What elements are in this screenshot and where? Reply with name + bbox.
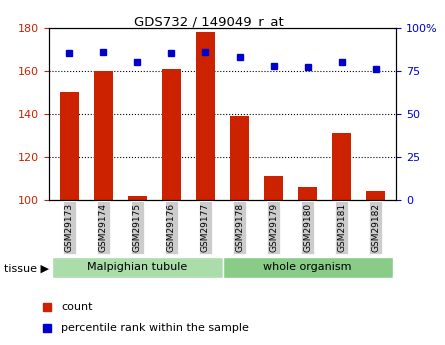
Text: count: count xyxy=(61,302,93,312)
Text: GSM29175: GSM29175 xyxy=(133,203,142,252)
Bar xyxy=(264,176,283,200)
Bar xyxy=(162,69,181,200)
Text: GSM29177: GSM29177 xyxy=(201,203,210,252)
Bar xyxy=(53,257,222,278)
Text: GSM29182: GSM29182 xyxy=(371,203,380,252)
Bar xyxy=(60,92,79,200)
Text: GSM29174: GSM29174 xyxy=(99,203,108,252)
Bar xyxy=(222,257,392,278)
Bar xyxy=(94,71,113,200)
Bar xyxy=(196,32,215,200)
Bar xyxy=(298,187,317,200)
Text: GSM29178: GSM29178 xyxy=(235,203,244,252)
Text: GSM29176: GSM29176 xyxy=(167,203,176,252)
Bar xyxy=(332,133,351,200)
Text: GSM29181: GSM29181 xyxy=(337,203,346,252)
Text: percentile rank within the sample: percentile rank within the sample xyxy=(61,323,249,333)
Bar xyxy=(230,116,249,200)
Text: GSM29180: GSM29180 xyxy=(303,203,312,252)
Text: GDS732 / 149049_r_at: GDS732 / 149049_r_at xyxy=(134,16,284,29)
Bar xyxy=(128,196,147,200)
Text: GSM29179: GSM29179 xyxy=(269,203,278,252)
Bar xyxy=(366,191,385,200)
Text: GSM29173: GSM29173 xyxy=(65,203,74,252)
Text: tissue ▶: tissue ▶ xyxy=(4,264,49,273)
Text: whole organism: whole organism xyxy=(263,263,352,272)
Text: Malpighian tubule: Malpighian tubule xyxy=(87,263,187,272)
